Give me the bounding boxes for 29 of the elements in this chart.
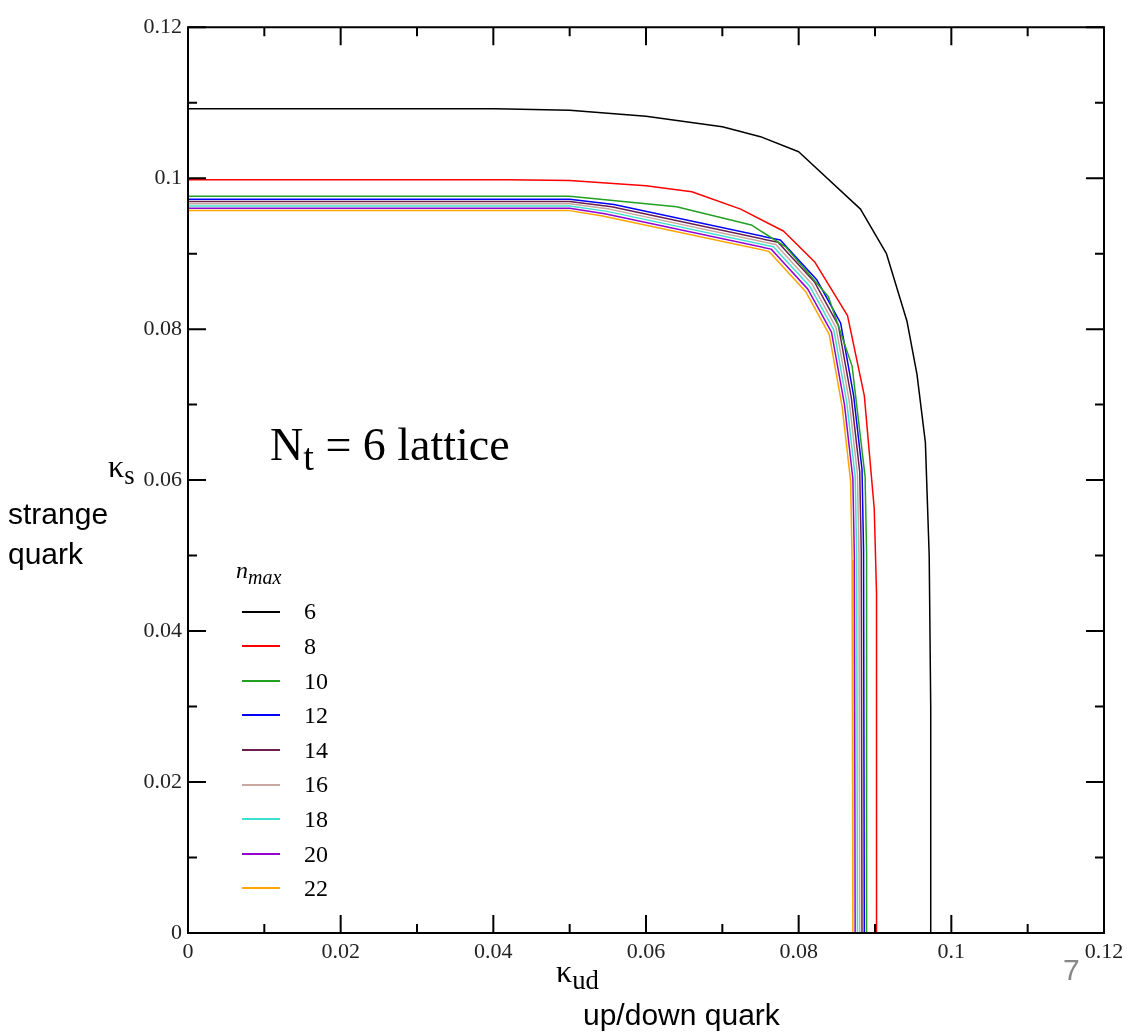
text: strange quark (8, 496, 110, 572)
legend-label: 10 (304, 666, 328, 696)
x-axis-title: κ$_{ud}$ (556, 953, 599, 997)
y-tick-label: 0.12 (143, 12, 182, 38)
y-tick-label: 0.04 (143, 616, 182, 642)
annotation: N$_{t}$ = 6 lattice (270, 418, 510, 480)
x-tick-label: 0.06 (626, 937, 666, 963)
text: up/down quark (583, 998, 780, 1032)
x-tick-label: 0.1 (937, 937, 966, 963)
x-tick-label: 0.02 (321, 937, 360, 963)
y-tick-label: 0.1 (154, 163, 182, 189)
y-tick-label: 0 (171, 918, 182, 944)
y-axis-title: κ$_{s}$ (108, 448, 135, 492)
legend-label: 18 (304, 804, 328, 834)
legend-title: n$_{max}$ (235, 556, 283, 590)
y-tick-label: 0.06 (143, 465, 182, 491)
legend-label: 6 (304, 597, 316, 627)
legend-label: 22 (304, 874, 328, 904)
x-tick-label: 0.12 (1084, 937, 1124, 963)
legend-label: 12 (304, 701, 328, 731)
x-tick-label: 0.08 (779, 937, 818, 963)
legend-label: 20 (304, 839, 328, 869)
legend-label: 14 (304, 735, 328, 765)
text: 7 (1063, 953, 1080, 987)
legend-label: 8 (304, 632, 316, 661)
legend-label: 16 (304, 770, 328, 800)
y-tick-label: 0.08 (143, 314, 182, 340)
y-tick-label: 0.02 (143, 767, 182, 793)
x-tick-label: 0.04 (474, 937, 513, 963)
